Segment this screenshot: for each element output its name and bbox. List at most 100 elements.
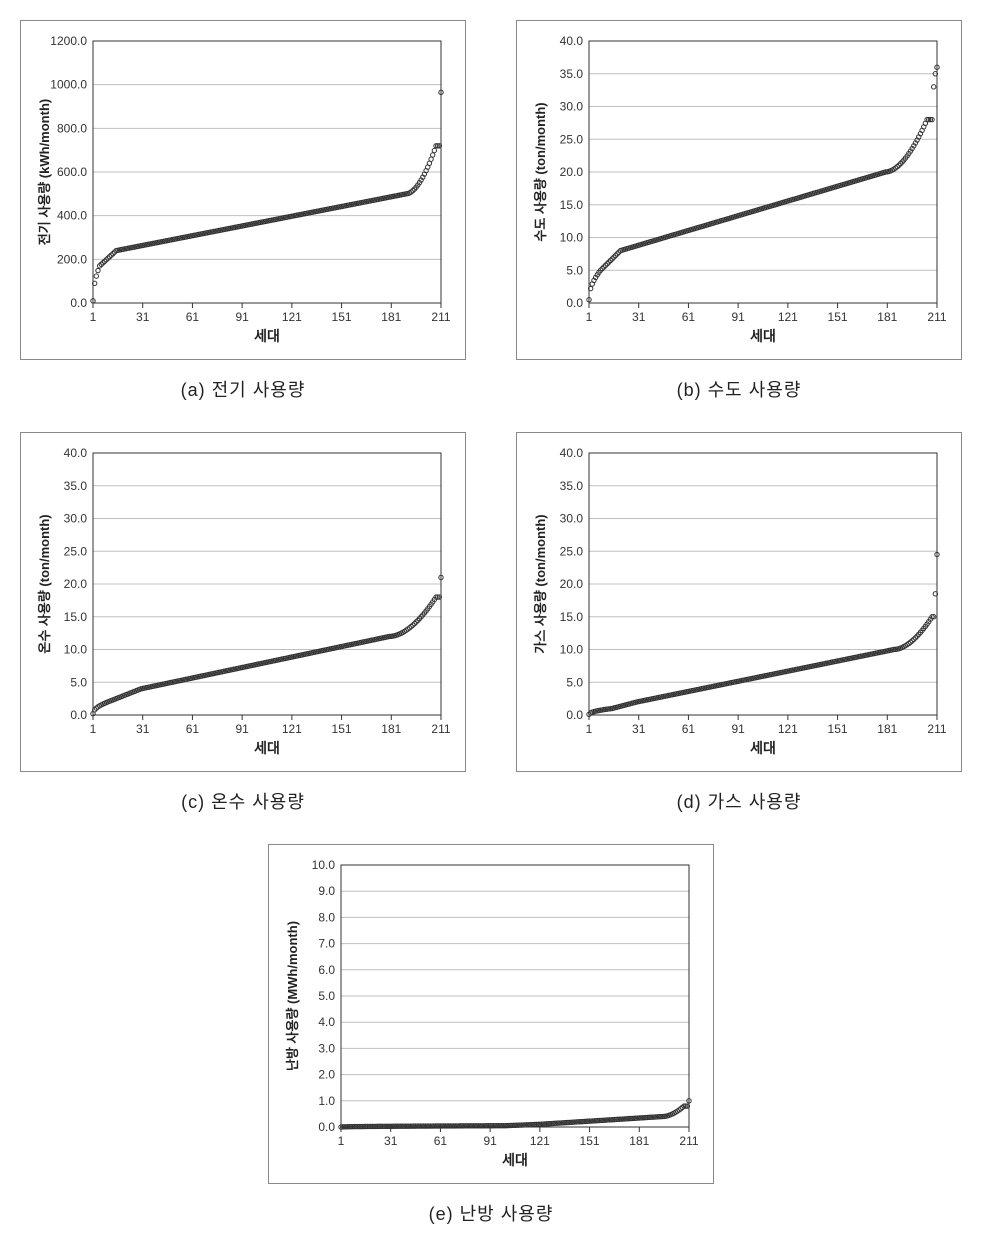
- svg-text:151: 151: [828, 310, 848, 324]
- chart-a: 0.0200.0400.0600.0800.01000.01200.013161…: [31, 31, 451, 351]
- chart-frame: 0.05.010.015.020.025.030.035.040.0131619…: [20, 432, 466, 772]
- svg-text:25.0: 25.0: [560, 132, 584, 146]
- svg-text:1: 1: [586, 310, 593, 324]
- svg-text:91: 91: [731, 722, 745, 736]
- svg-text:121: 121: [778, 310, 798, 324]
- svg-text:211: 211: [927, 310, 946, 324]
- svg-text:0.0: 0.0: [566, 296, 583, 310]
- svg-text:151: 151: [332, 722, 352, 736]
- svg-text:1000.0: 1000.0: [50, 78, 87, 92]
- chart-caption: (d) 가스 사용량: [677, 788, 802, 814]
- svg-text:121: 121: [282, 310, 302, 324]
- svg-text:181: 181: [629, 1134, 649, 1148]
- y-axis-label: 난방 사용량 (MWh/month): [285, 921, 300, 1071]
- svg-text:121: 121: [530, 1134, 550, 1148]
- svg-text:1: 1: [586, 722, 593, 736]
- chart-cell-a: 0.0200.0400.0600.0800.01000.01200.013161…: [20, 20, 466, 402]
- y-axis-label: 전기 사용량 (kWh/month): [37, 99, 52, 245]
- y-axis-label: 온수 사용량 (ton/month): [37, 514, 52, 653]
- svg-text:15.0: 15.0: [64, 610, 88, 624]
- svg-text:181: 181: [877, 310, 897, 324]
- svg-text:10.0: 10.0: [560, 231, 584, 245]
- chart-frame: 0.05.010.015.020.025.030.035.040.0131619…: [516, 432, 962, 772]
- svg-text:121: 121: [282, 722, 302, 736]
- svg-text:61: 61: [682, 310, 696, 324]
- y-axis-label: 가스 사용량 (ton/month): [533, 514, 548, 653]
- svg-text:20.0: 20.0: [64, 577, 88, 591]
- svg-text:31: 31: [632, 722, 646, 736]
- svg-text:151: 151: [332, 310, 352, 324]
- x-axis-label: 세대: [254, 328, 280, 344]
- svg-text:91: 91: [235, 722, 249, 736]
- chart-frame: 0.0200.0400.0600.0800.01000.01200.013161…: [20, 20, 466, 360]
- svg-text:211: 211: [927, 722, 946, 736]
- data-series: [339, 1099, 691, 1130]
- chart-caption: (b) 수도 사용량: [677, 376, 802, 402]
- svg-text:181: 181: [381, 722, 401, 736]
- svg-text:15.0: 15.0: [560, 198, 584, 212]
- chart-cell-e: 0.01.02.03.04.05.06.07.08.09.010.0131619…: [268, 844, 714, 1226]
- svg-text:35.0: 35.0: [560, 479, 584, 493]
- svg-text:800.0: 800.0: [57, 121, 87, 135]
- svg-text:5.0: 5.0: [566, 263, 583, 277]
- svg-text:600.0: 600.0: [57, 165, 87, 179]
- svg-text:1.0: 1.0: [318, 1094, 335, 1108]
- svg-text:3.0: 3.0: [318, 1041, 335, 1055]
- svg-text:0.0: 0.0: [318, 1120, 335, 1134]
- svg-text:40.0: 40.0: [560, 34, 584, 48]
- chart-frame: 0.01.02.03.04.05.06.07.08.09.010.0131619…: [268, 844, 714, 1184]
- svg-text:35.0: 35.0: [64, 479, 88, 493]
- svg-text:31: 31: [384, 1134, 398, 1148]
- svg-text:25.0: 25.0: [560, 544, 584, 558]
- chart-cell-d: 0.05.010.015.020.025.030.035.040.0131619…: [516, 432, 962, 814]
- svg-text:1: 1: [338, 1134, 345, 1148]
- svg-text:20.0: 20.0: [560, 577, 584, 591]
- svg-text:5.0: 5.0: [566, 675, 583, 689]
- svg-text:31: 31: [136, 722, 150, 736]
- svg-text:31: 31: [136, 310, 150, 324]
- svg-text:2.0: 2.0: [318, 1068, 335, 1082]
- chart-caption: (c) 온수 사용량: [181, 788, 305, 814]
- svg-text:1: 1: [90, 722, 97, 736]
- svg-text:0.0: 0.0: [566, 708, 583, 722]
- svg-text:35.0: 35.0: [560, 67, 584, 81]
- svg-text:61: 61: [186, 310, 200, 324]
- x-axis-label: 세대: [750, 328, 776, 344]
- data-series: [91, 90, 443, 303]
- charts-grid: 0.0200.0400.0600.0800.01000.01200.013161…: [20, 20, 962, 1226]
- svg-text:200.0: 200.0: [57, 252, 87, 266]
- svg-text:1: 1: [90, 310, 97, 324]
- svg-text:20.0: 20.0: [560, 165, 584, 179]
- svg-text:8.0: 8.0: [318, 910, 335, 924]
- x-axis-label: 세대: [502, 1152, 528, 1168]
- chart-caption: (e) 난방 사용량: [429, 1200, 554, 1226]
- x-axis-label: 세대: [750, 740, 776, 756]
- svg-text:31: 31: [632, 310, 646, 324]
- svg-text:30.0: 30.0: [560, 512, 584, 526]
- svg-text:1200.0: 1200.0: [50, 34, 87, 48]
- svg-text:0.0: 0.0: [70, 296, 87, 310]
- svg-text:61: 61: [682, 722, 696, 736]
- svg-text:25.0: 25.0: [64, 544, 88, 558]
- chart-frame: 0.05.010.015.020.025.030.035.040.0131619…: [516, 20, 962, 360]
- chart-caption: (a) 전기 사용량: [181, 376, 306, 402]
- svg-text:121: 121: [778, 722, 798, 736]
- svg-text:10.0: 10.0: [64, 643, 88, 657]
- svg-text:7.0: 7.0: [318, 937, 335, 951]
- chart-cell-b: 0.05.010.015.020.025.030.035.040.0131619…: [516, 20, 962, 402]
- svg-text:181: 181: [381, 310, 401, 324]
- svg-text:61: 61: [434, 1134, 448, 1148]
- svg-text:91: 91: [483, 1134, 497, 1148]
- svg-text:61: 61: [186, 722, 200, 736]
- svg-text:5.0: 5.0: [318, 989, 335, 1003]
- chart-c: 0.05.010.015.020.025.030.035.040.0131619…: [31, 443, 451, 763]
- y-axis-label: 수도 사용량 (ton/month): [533, 102, 548, 241]
- svg-text:40.0: 40.0: [64, 446, 88, 460]
- x-axis-label: 세대: [254, 740, 280, 756]
- svg-text:10.0: 10.0: [560, 643, 584, 657]
- svg-text:91: 91: [731, 310, 745, 324]
- data-series: [587, 552, 939, 716]
- svg-text:91: 91: [235, 310, 249, 324]
- svg-text:151: 151: [580, 1134, 600, 1148]
- chart-d: 0.05.010.015.020.025.030.035.040.0131619…: [527, 443, 947, 763]
